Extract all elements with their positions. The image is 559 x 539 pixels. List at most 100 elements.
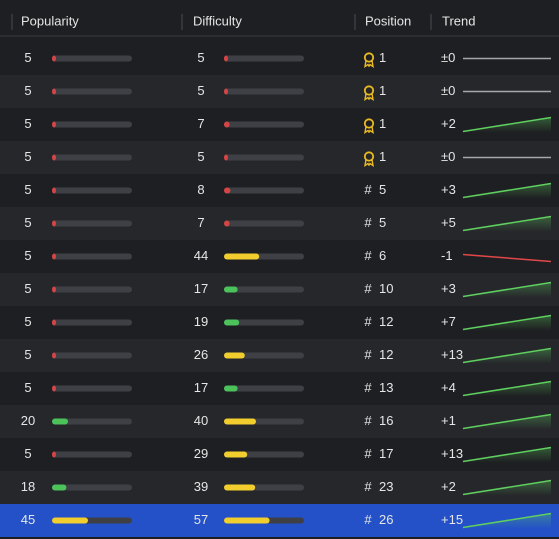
bar bbox=[52, 253, 56, 260]
bar-track bbox=[224, 286, 304, 293]
bar bbox=[52, 220, 56, 227]
position-prefix: # bbox=[364, 512, 372, 527]
popularity-value: 5 bbox=[24, 248, 31, 263]
award-ribbon bbox=[364, 93, 374, 101]
difficulty-value: 19 bbox=[194, 314, 208, 329]
difficulty-value: 40 bbox=[194, 413, 208, 428]
bar-track bbox=[52, 220, 132, 227]
popularity-value: 5 bbox=[24, 116, 31, 131]
trend-label: +15 bbox=[441, 512, 463, 527]
popularity-value: 5 bbox=[24, 314, 31, 329]
award-medal bbox=[363, 52, 375, 63]
difficulty-value: 57 bbox=[194, 512, 208, 527]
bar-track bbox=[224, 55, 304, 62]
trend-sparkline bbox=[462, 314, 552, 331]
trend-label: +2 bbox=[441, 116, 456, 131]
bar bbox=[224, 517, 270, 524]
bar-track bbox=[224, 319, 304, 326]
trend-label: +1 bbox=[441, 413, 456, 428]
difficulty-value: 5 bbox=[197, 149, 204, 164]
trend-sparkline bbox=[462, 380, 552, 397]
difficulty-value: 7 bbox=[197, 215, 204, 230]
bar-track bbox=[52, 253, 132, 260]
trend-sparkline bbox=[462, 413, 552, 430]
position-prefix: # bbox=[364, 446, 372, 461]
bar bbox=[224, 121, 230, 128]
award-icon bbox=[363, 85, 375, 101]
position-prefix: # bbox=[364, 380, 372, 395]
column-header[interactable]: Popularity bbox=[21, 13, 79, 28]
popularity-value: 20 bbox=[21, 413, 35, 428]
trend-sparkline bbox=[462, 281, 552, 298]
difficulty-value: 17 bbox=[194, 281, 208, 296]
position-value: 5 bbox=[379, 182, 386, 197]
bar bbox=[52, 187, 56, 194]
trend-sparkline bbox=[462, 116, 552, 133]
position-prefix: # bbox=[364, 413, 372, 428]
position-prefix: # bbox=[364, 281, 372, 296]
bar bbox=[224, 451, 248, 458]
bar bbox=[52, 385, 56, 392]
bar bbox=[224, 319, 240, 326]
popularity-value: 5 bbox=[24, 347, 31, 362]
bar-track bbox=[52, 286, 132, 293]
position-value: 12 bbox=[379, 347, 393, 362]
trend-label: +3 bbox=[441, 182, 456, 197]
popularity-value: 18 bbox=[21, 479, 35, 494]
position-value: 1 bbox=[379, 149, 386, 164]
difficulty-value: 26 bbox=[194, 347, 208, 362]
bar bbox=[52, 484, 67, 491]
position-value: 12 bbox=[379, 314, 393, 329]
position-value: 10 bbox=[379, 281, 393, 296]
difficulty-value: 8 bbox=[197, 182, 204, 197]
bar bbox=[52, 55, 56, 62]
trend-sparkline bbox=[462, 512, 552, 529]
column-header[interactable]: Position bbox=[365, 13, 411, 28]
trend-sparkline bbox=[462, 479, 552, 496]
popularity-value: 5 bbox=[24, 182, 31, 197]
bar-track bbox=[52, 385, 132, 392]
column-header[interactable]: Trend bbox=[442, 13, 475, 28]
column-header[interactable]: Difficulty bbox=[193, 13, 242, 28]
popularity-value: 5 bbox=[24, 380, 31, 395]
difficulty-value: 44 bbox=[194, 248, 208, 263]
bar-track bbox=[52, 418, 132, 425]
trend-label: +3 bbox=[441, 281, 456, 296]
bar-track bbox=[224, 220, 304, 227]
difficulty-value: 17 bbox=[194, 380, 208, 395]
bar bbox=[224, 154, 228, 161]
bar bbox=[52, 517, 88, 524]
bar bbox=[52, 319, 56, 326]
position-value: 26 bbox=[379, 512, 393, 527]
position-value: 23 bbox=[379, 479, 393, 494]
position-value: 1 bbox=[379, 83, 386, 98]
bar-track bbox=[52, 55, 132, 62]
header-bg bbox=[0, 0, 559, 36]
award-icon bbox=[363, 52, 375, 68]
bar-track bbox=[52, 319, 132, 326]
trend-label: -1 bbox=[441, 248, 453, 263]
position-prefix: # bbox=[364, 314, 372, 329]
bar-track bbox=[224, 154, 304, 161]
position-value: 13 bbox=[379, 380, 393, 395]
difficulty-value: 39 bbox=[194, 479, 208, 494]
trend-sparkline bbox=[462, 446, 552, 463]
difficulty-value: 5 bbox=[197, 83, 204, 98]
bar bbox=[224, 88, 228, 95]
award-icon bbox=[363, 118, 375, 134]
position-value: 1 bbox=[379, 50, 386, 65]
popularity-value: 5 bbox=[24, 446, 31, 461]
trend-sparkline bbox=[462, 347, 552, 364]
bar bbox=[224, 418, 256, 425]
bar bbox=[224, 220, 230, 227]
position-value: 6 bbox=[379, 248, 386, 263]
bar-track bbox=[52, 187, 132, 194]
bar bbox=[224, 286, 238, 293]
popularity-value: 45 bbox=[21, 512, 35, 527]
bar-track bbox=[52, 484, 132, 491]
award-ribbon bbox=[364, 60, 374, 68]
bar bbox=[224, 253, 260, 260]
award-medal bbox=[363, 85, 375, 96]
bar bbox=[224, 55, 228, 62]
